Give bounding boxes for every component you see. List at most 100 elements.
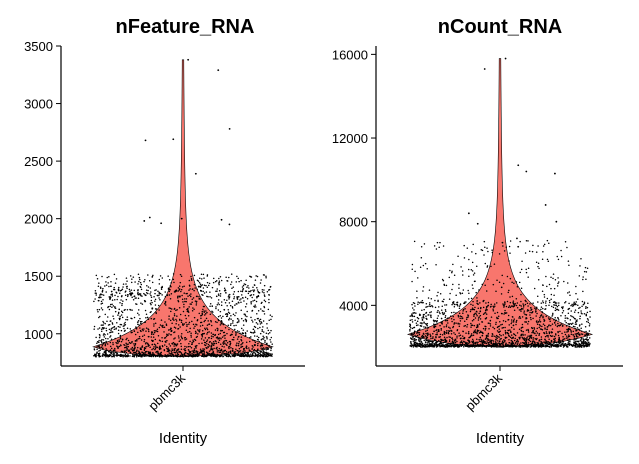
- data-point: [201, 324, 204, 327]
- data-point: [475, 345, 478, 347]
- data-point: [132, 349, 134, 352]
- data-point: [461, 292, 464, 294]
- data-point: [487, 335, 489, 338]
- data-point: [161, 294, 163, 296]
- data-point: [529, 303, 531, 305]
- data-point: [445, 332, 448, 335]
- data-point: [139, 278, 141, 281]
- data-point: [225, 351, 228, 353]
- data-point: [472, 274, 475, 276]
- data-point: [190, 354, 193, 356]
- data-point: [114, 282, 117, 284]
- data-point: [230, 346, 232, 349]
- data-point: [232, 293, 235, 295]
- data-point: [480, 248, 483, 251]
- data-point: [189, 288, 191, 290]
- data-point: [196, 352, 198, 355]
- data-point: [244, 290, 247, 292]
- data-point: [208, 331, 210, 333]
- data-point: [489, 340, 491, 343]
- data-point: [270, 341, 272, 343]
- data-point: [124, 344, 126, 346]
- data-point: [260, 279, 262, 281]
- data-point: [508, 260, 510, 262]
- data-point: [186, 355, 188, 357]
- data-point: [154, 330, 157, 332]
- data-point: [485, 313, 488, 315]
- data-point: [192, 297, 195, 299]
- data-point: [490, 265, 492, 268]
- data-point: [233, 291, 236, 293]
- data-point: [453, 274, 456, 277]
- data-point: [240, 340, 243, 342]
- data-point: [253, 340, 256, 342]
- data-point: [133, 295, 135, 298]
- data-point: [413, 342, 416, 344]
- data-point: [245, 319, 247, 321]
- data-point: [140, 302, 142, 304]
- data-point: [502, 245, 504, 247]
- data-point: [461, 341, 464, 344]
- data-point: [170, 310, 172, 313]
- data-point: [490, 305, 492, 308]
- data-point: [197, 350, 199, 353]
- data-point: [437, 291, 439, 294]
- data-point: [167, 287, 170, 289]
- data-point: [176, 343, 178, 345]
- data-point: [462, 308, 465, 311]
- data-point: [256, 338, 259, 341]
- data-point: [110, 285, 112, 287]
- data-point: [536, 323, 539, 325]
- data-point: [152, 274, 154, 277]
- data-point: [587, 339, 590, 341]
- data-point: [94, 298, 96, 300]
- data-point: [420, 340, 422, 343]
- data-point: [114, 298, 116, 301]
- data-point: [466, 247, 469, 249]
- data-point: [471, 324, 474, 327]
- data-point: [203, 352, 206, 354]
- data-point: [413, 315, 416, 318]
- data-point: [476, 338, 478, 340]
- data-point: [422, 264, 425, 267]
- data-point: [542, 323, 545, 325]
- data-point: [530, 342, 533, 345]
- data-point: [122, 286, 124, 288]
- data-point: [105, 353, 107, 355]
- data-point: [147, 328, 150, 331]
- data-point: [112, 343, 114, 346]
- data-point: [192, 323, 195, 326]
- data-point: [148, 280, 151, 282]
- data-point: [178, 289, 180, 291]
- data-point: [426, 329, 428, 332]
- data-point: [438, 246, 440, 249]
- data-point: [527, 335, 529, 337]
- data-point: [506, 275, 509, 278]
- data-point: [183, 337, 186, 339]
- data-point: [213, 347, 215, 350]
- data-point: [448, 340, 451, 343]
- data-point: [553, 338, 555, 340]
- data-point: [234, 328, 236, 331]
- data-point: [179, 326, 181, 328]
- data-point: [154, 304, 157, 306]
- data-point: [418, 313, 421, 316]
- data-point: [169, 354, 172, 357]
- data-point: [183, 323, 186, 325]
- data-point: [543, 324, 546, 327]
- data-point: [266, 347, 269, 349]
- data-point: [573, 335, 576, 338]
- data-point: [173, 326, 176, 328]
- data-point: [473, 344, 475, 347]
- data-point: [179, 281, 182, 284]
- data-point: [572, 322, 574, 325]
- data-point: [491, 333, 494, 335]
- data-point: [265, 355, 268, 357]
- data-point: [256, 312, 258, 315]
- data-point: [256, 335, 258, 337]
- data-point: [101, 293, 103, 296]
- data-point: [201, 330, 204, 332]
- data-point: [147, 345, 149, 347]
- data-point: [520, 334, 522, 337]
- data-point: [524, 334, 526, 336]
